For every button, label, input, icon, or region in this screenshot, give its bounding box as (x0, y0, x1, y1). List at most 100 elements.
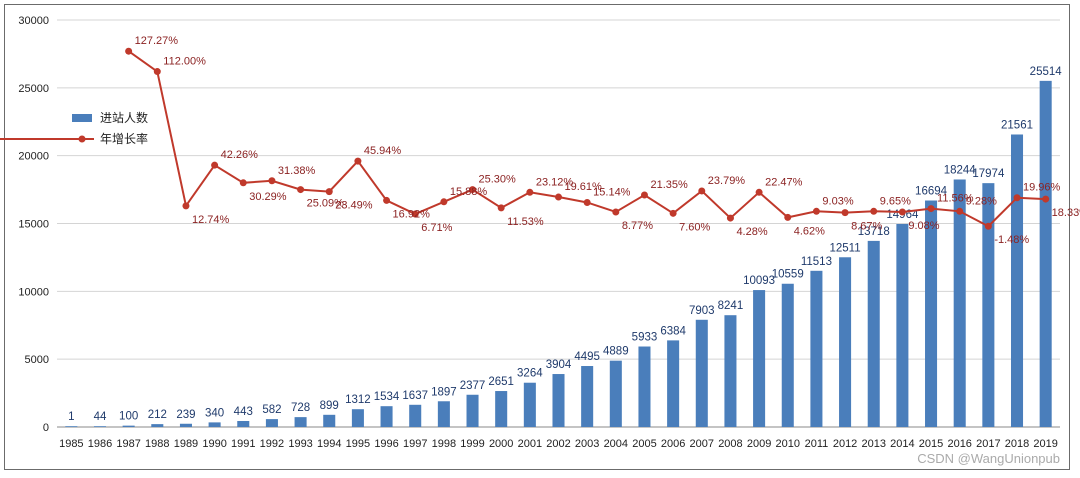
x-tick-label-2004: 2004 (604, 438, 628, 450)
line-label-1989: 12.74% (192, 214, 230, 226)
line-point-1992 (268, 177, 276, 185)
bar-label-2008: 8241 (718, 300, 744, 312)
bar-label-1994: 899 (320, 400, 339, 412)
bar-2004 (609, 360, 622, 427)
line-point-2014 (898, 208, 906, 216)
bar-1989 (179, 423, 192, 427)
bar-label-2016: 18244 (944, 164, 977, 176)
line-label-2001: 23.12% (536, 176, 574, 188)
bar-label-2003: 4495 (574, 351, 600, 363)
bar-label-2017: 17974 (972, 168, 1005, 180)
line-point-1995 (354, 157, 362, 165)
x-tick-label-2014: 2014 (890, 438, 914, 450)
line-label-2002: 19.61% (565, 181, 603, 193)
bar-label-2005: 5933 (632, 332, 658, 344)
x-tick-label-2007: 2007 (690, 438, 714, 450)
bar-label-2012: 12511 (830, 242, 861, 254)
bar-label-1985: 1 (68, 411, 74, 423)
line-point-2004 (612, 208, 620, 216)
x-tick-label-1991: 1991 (231, 438, 255, 450)
x-axis: 1985 1986 1987 1988 1989 1990 1991 1992 1993 1994… (59, 438, 1058, 450)
line-label-1988: 112.00% (163, 56, 206, 68)
line-point-1994 (325, 188, 333, 196)
line-point-1989 (182, 202, 190, 210)
line-point-2002 (555, 193, 562, 201)
x-tick-label-1994: 1994 (317, 438, 341, 450)
bar-1998 (437, 401, 450, 427)
x-tick-label-2016: 2016 (947, 438, 971, 450)
bar-1991 (237, 420, 250, 427)
bar-1995 (351, 409, 364, 427)
line-label-1999: 25.30% (479, 174, 517, 186)
line-label-2007: 23.79% (708, 175, 746, 187)
line-point-1987 (125, 47, 133, 55)
x-tick-label-2018: 2018 (1005, 438, 1029, 450)
bar-label-1992: 582 (262, 404, 281, 416)
bar-1986 (93, 426, 107, 427)
bar-2019 (1039, 80, 1052, 427)
line-label-2015: 11.56% (937, 193, 974, 205)
bar-2007 (695, 319, 708, 427)
line-label-2017: -1.48% (994, 234, 1029, 246)
bar-label-1998: 1897 (431, 386, 457, 398)
bar-series (65, 80, 1052, 427)
bar-2003 (581, 366, 594, 427)
bar-label-2018: 21561 (1001, 119, 1033, 131)
line-point-2000 (497, 204, 505, 212)
bar-2000 (495, 391, 508, 427)
bar-label-2019: 25514 (1030, 66, 1063, 78)
line-label-1993: 25.09% (307, 198, 345, 210)
line-point-2005 (640, 191, 648, 199)
x-tick-label-1993: 1993 (288, 438, 312, 450)
bar-2011 (810, 270, 823, 427)
y-axis: 0 5000 10000 15000 20000 25000 30000 (18, 15, 49, 434)
bar-label-2000: 2651 (488, 376, 514, 388)
bar-label-1991: 443 (234, 406, 253, 418)
line-point-1993 (297, 186, 305, 194)
legend-swatch-bar (72, 114, 92, 122)
line-label-2018: 19.96% (1023, 182, 1061, 194)
y-tick-label: 20000 (18, 151, 49, 163)
line-label-1997: 6.71% (421, 222, 452, 234)
line-label-2011: 9.03% (822, 195, 853, 207)
y-tick-label: 30000 (18, 15, 49, 27)
line-label-2004: 8.77% (622, 220, 653, 232)
bar-label-1993: 728 (291, 402, 310, 414)
line-label-2012: 8.67% (851, 221, 882, 233)
bar-label-1987: 100 (119, 411, 138, 423)
bar-label-1997: 1637 (402, 390, 428, 402)
x-tick-label-1999: 1999 (460, 438, 484, 450)
line-label-1998: 15.88% (450, 186, 488, 198)
line-point-2010 (784, 213, 792, 221)
y-tick-label: 10000 (18, 286, 49, 298)
bar-label-1988: 212 (148, 409, 167, 421)
line-label-1991: 30.29% (249, 191, 287, 203)
x-tick-label-2015: 2015 (919, 438, 943, 450)
line-point-2003 (583, 198, 591, 206)
legend-label-bar: 进站人数 (100, 110, 148, 125)
line-point-1997 (411, 210, 419, 218)
bar-2008 (724, 315, 737, 427)
x-tick-label-1992: 1992 (260, 438, 284, 450)
x-tick-label-2012: 2012 (833, 438, 857, 450)
bar-data-labels: 1 44 100 212 239 340 443 582 728 899 1312 1534 1637 1… (68, 66, 1062, 423)
bar-label-1996: 1534 (374, 391, 400, 403)
line-point-2015 (927, 205, 935, 213)
bar-2015 (925, 200, 938, 427)
bar-label-1989: 239 (176, 409, 195, 421)
x-tick-label-1997: 1997 (403, 438, 427, 450)
bar-2002 (552, 374, 565, 427)
x-tick-label-2005: 2005 (632, 438, 656, 450)
line-label-2009: 22.47% (765, 176, 803, 188)
x-tick-label-2008: 2008 (718, 438, 742, 450)
line-point-2013 (870, 207, 878, 215)
line-label-2014: 9.08% (908, 220, 939, 232)
bar-label-1995: 1312 (345, 394, 371, 406)
line-point-2017 (984, 222, 992, 230)
x-tick-label-1986: 1986 (88, 438, 112, 450)
line-label-1987: 127.27% (135, 35, 179, 47)
bar-label-2009: 10093 (743, 275, 775, 287)
gridlines (57, 19, 1060, 428)
line-point-1996 (383, 196, 391, 204)
chart-frame (4, 4, 1070, 470)
